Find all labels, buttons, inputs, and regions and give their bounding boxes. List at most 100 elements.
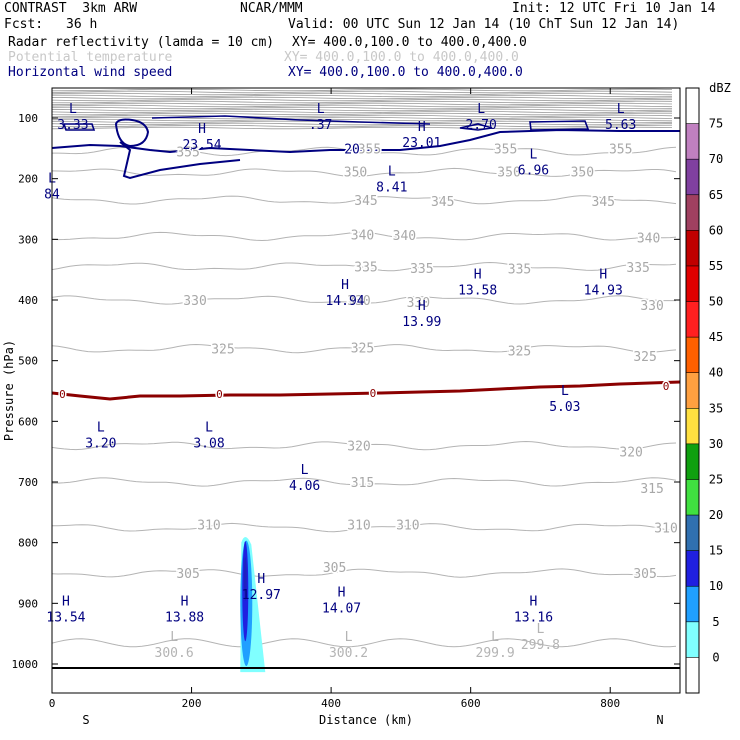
wind-extremum-value: 5.63 [605,118,636,133]
theta-contour-label: 345 [354,194,377,209]
stratosphere-contour [51,100,673,104]
colorbar-level-label: 20 [709,508,723,522]
y-tick-label: 100 [18,112,38,125]
stratosphere-contour [51,94,673,98]
theta-contour-340 [51,231,677,242]
theta-contour-label: 325 [211,343,234,358]
theta-contour-325 [51,343,677,354]
wind-high-marker: H [599,268,607,283]
wind-extremum-value: 13.16 [514,611,553,626]
wind-extremum-value: 4.06 [289,479,320,494]
freezing-level-label: 0 [59,388,66,401]
theta-contour-label: 330 [183,294,206,309]
wind-contour-small-2 [459,123,493,131]
model-title: CONTRAST 3km ARW [4,1,138,16]
wind-low-marker: L [69,102,77,117]
wind-low-marker: L [617,102,625,117]
colorbar-segment [686,621,699,658]
theta-contour-345 [51,195,677,205]
wind-contour-label: 20 [344,142,360,157]
wind-extremum-value: .37 [309,118,332,133]
x-axis-title: Distance (km) [319,713,413,727]
theta-contour-label: 305 [633,567,656,582]
freezing-level-label: 0 [663,380,670,393]
x-tick-label: 200 [182,697,202,710]
wind-contour-20 [51,128,680,154]
colorbar-segment [686,301,699,338]
wind-high-marker: H [474,268,482,283]
stratosphere-contour [51,110,673,114]
stratosphere-contour [51,108,673,112]
stratosphere-contour [51,96,673,100]
colorbar-level-label: 60 [709,223,723,237]
theta-low-marker: L [537,622,545,637]
theta-contour-label: 330 [407,296,430,311]
y-tick-label: 200 [18,173,38,186]
theta-low-marker: L [345,630,353,645]
wind-contour-upper [151,115,431,125]
theta-contour-310 [52,522,677,533]
wind-high-marker: H [338,585,346,600]
colorbar-level-label: 35 [709,401,723,415]
theta-extremum-value: 299.9 [476,646,515,661]
theta-contour-label: 340 [637,232,660,247]
wind-high-marker: H [418,299,426,314]
wind-extremum-value: 13.99 [402,315,441,330]
stratosphere-contour [51,90,673,94]
wind-contour-small-1 [62,123,96,131]
wind-extremum-value: 14.07 [322,601,361,616]
fcst-label: Fcst: [4,17,44,32]
stratosphere-contour [51,122,673,126]
y-tick-label: 500 [18,355,38,368]
colorbar-segment [686,337,699,374]
theta-contour-label: 310 [197,518,220,533]
wind-high-marker: H [418,120,426,135]
wind-high-marker: H [530,595,538,610]
init-time: Init: 12 UTC Fri 10 Jan 14 [512,1,716,16]
theta-contour-label: 335 [626,261,649,276]
wind-extremum-value: 2.70 [465,118,496,133]
theta-contour-label: 345 [592,195,615,210]
colorbar-segment [686,230,699,267]
theta-contour-label: 340 [393,229,416,244]
wind-extremum-value: 13.58 [458,284,497,299]
wind-extremum-value: 6.96 [518,163,549,178]
y-tick-label: 700 [18,476,38,489]
theta-contour-label: 355 [494,142,517,157]
theta-extremum-value: 300.2 [329,646,368,661]
field-reflectivity-xy: XY= 400.0,100.0 to 400.0,400.0 [292,35,527,50]
wind-low-marker: L [477,102,485,117]
theta-low-marker: L [170,630,178,645]
colorbar-segment [686,194,699,231]
theta-contour-label: 325 [633,350,656,365]
colorbar-level-label: 65 [709,188,723,202]
theta-contour-label: 335 [354,261,377,276]
wind-extremum-value: 14.94 [325,294,364,309]
wind-extremum-value: 12.97 [242,588,281,603]
colorbar-segment [686,479,699,516]
wind-contour-small-3 [529,120,590,131]
colorbar-segment [686,586,699,623]
colorbar-segment [686,123,699,160]
wind-extremum-value: 3.33 [57,118,88,133]
wind-low-marker: L [301,463,309,478]
field-theta-name: Potential temperature [8,50,173,65]
colorbar-segment [686,88,699,125]
y-tick-label: 1000 [12,658,39,671]
wind-low-marker: L [561,384,569,399]
theta-contour-label: 355 [176,145,199,160]
y-tick-label: 800 [18,537,38,550]
colorbar-level-label: 50 [709,295,723,309]
stratosphere-contour [51,102,673,106]
wind-high-marker: H [257,572,265,587]
x-end-label-right: N [656,713,663,727]
theta-contour-label: 355 [609,142,632,157]
theta-contour-label: 310 [347,518,370,533]
x-tick-label: 0 [49,697,56,710]
wind-extremum-value: 3.20 [85,436,116,451]
theta-contour-label: 305 [323,561,346,576]
theta-contour-label: 315 [351,476,374,491]
colorbar-level-label: 70 [709,152,723,166]
theta-contour-label: 340 [351,228,374,243]
freezing-level-line [51,380,681,401]
